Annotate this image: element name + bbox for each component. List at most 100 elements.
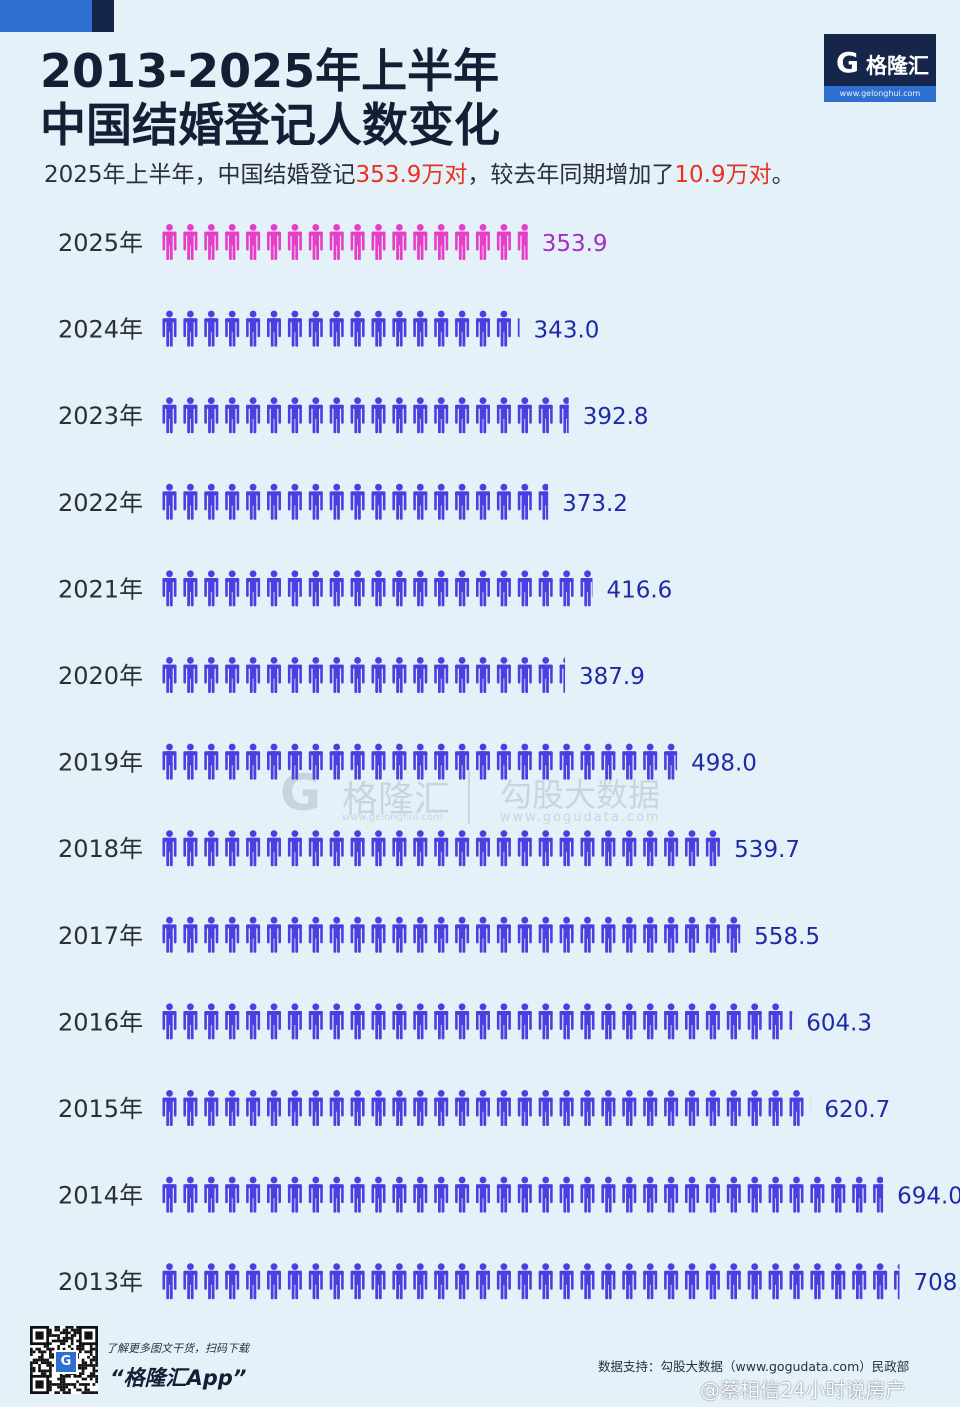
value-label: 343.0 xyxy=(534,318,600,344)
chart-row: 2017年 558.5 xyxy=(58,916,820,953)
person-icon xyxy=(726,1003,741,1040)
person-icon xyxy=(183,1263,198,1300)
person-icon xyxy=(162,1176,177,1213)
person-icon xyxy=(768,1263,783,1300)
pictograph-bar xyxy=(162,1003,793,1040)
person-icon xyxy=(643,830,658,867)
person-icon xyxy=(685,1176,699,1213)
person-icon xyxy=(392,830,407,867)
person-icon xyxy=(308,1090,323,1126)
person-icon xyxy=(476,570,490,607)
person-icon xyxy=(664,1003,679,1040)
person-icon xyxy=(204,570,219,607)
person-icon xyxy=(246,657,261,693)
person-icon xyxy=(246,743,261,780)
logo-name: 格隆汇 xyxy=(866,54,929,78)
chart-row: 2018年 539.7 xyxy=(58,830,800,867)
person-icon xyxy=(371,483,386,520)
pictograph-bar xyxy=(162,1263,900,1300)
promo-text: 了解更多图文干货，扫码下载 xyxy=(106,1342,249,1355)
person-icon xyxy=(287,224,302,260)
qr-code[interactable]: G xyxy=(30,1326,98,1394)
person-icon xyxy=(287,1176,302,1213)
person-icon xyxy=(371,830,386,867)
person-icon xyxy=(204,1090,219,1126)
person-icon xyxy=(685,1263,699,1300)
person-icon xyxy=(517,1090,532,1126)
person-icon xyxy=(705,1263,720,1300)
value-label: 392.8 xyxy=(583,404,649,430)
chart-row: 2014年 694.0 xyxy=(58,1176,960,1213)
person-icon xyxy=(371,916,386,953)
person-icon xyxy=(225,1090,240,1126)
person-icon xyxy=(434,483,449,520)
category-label: 2022年 xyxy=(58,489,143,517)
person-icon xyxy=(705,1090,720,1126)
person-icon xyxy=(496,224,511,260)
person-icon xyxy=(392,483,407,520)
person-icon xyxy=(622,1090,637,1126)
person-icon xyxy=(476,310,490,347)
person-icon xyxy=(726,1090,741,1126)
pictograph-bar xyxy=(162,743,678,780)
person-icon xyxy=(246,310,261,347)
person-icon xyxy=(392,310,407,347)
pictograph-bar xyxy=(162,657,566,693)
person-icon xyxy=(204,916,219,953)
person-icon xyxy=(308,743,323,780)
person-icon xyxy=(455,830,470,867)
person-icon xyxy=(496,310,511,347)
person-icon xyxy=(538,1090,553,1126)
value-label: 708.0 xyxy=(914,1270,960,1296)
chart-row: 2015年 620.7 xyxy=(58,1090,890,1126)
person-icon xyxy=(517,1176,532,1213)
person-icon xyxy=(413,224,428,260)
person-icon xyxy=(308,483,323,520)
person-icon xyxy=(413,743,428,780)
person-icon-partial xyxy=(726,916,741,953)
person-icon xyxy=(267,397,281,434)
person-icon xyxy=(329,916,344,953)
person-icon xyxy=(559,1263,574,1300)
subtitle-part-1: 2025年上半年，中国结婚登记 xyxy=(44,162,356,188)
person-icon xyxy=(329,743,344,780)
value-label: 353.9 xyxy=(542,231,608,257)
person-icon xyxy=(476,743,490,780)
person-icon xyxy=(287,916,302,953)
pictograph-chart: 2025年 353.9 2024年 343.0 2023年 392.8 2022年 373.2… xyxy=(58,224,960,1300)
person-icon xyxy=(183,397,198,434)
person-icon xyxy=(267,310,281,347)
person-icon xyxy=(643,1003,658,1040)
subtitle-part-2: ，较去年同期增加了 xyxy=(467,162,675,188)
person-icon xyxy=(496,743,511,780)
person-icon xyxy=(225,657,240,693)
person-icon xyxy=(434,310,449,347)
person-icon xyxy=(476,224,490,260)
person-icon xyxy=(517,483,532,520)
person-icon xyxy=(768,1176,783,1213)
subtitle-value-1: 353.9万对 xyxy=(355,162,468,188)
person-icon xyxy=(350,1003,365,1040)
person-icon xyxy=(559,570,574,607)
person-icon xyxy=(455,1263,470,1300)
person-icon xyxy=(852,1176,867,1213)
app-name: “格隆汇App” xyxy=(110,1366,247,1390)
category-label: 2020年 xyxy=(58,662,143,690)
person-icon xyxy=(455,397,470,434)
person-icon xyxy=(496,397,511,434)
person-icon xyxy=(580,1090,595,1126)
person-icon xyxy=(246,1090,261,1126)
title-line-1: 2013-2025年上半年 xyxy=(40,44,500,98)
person-icon xyxy=(559,743,574,780)
person-icon xyxy=(308,1003,323,1040)
person-icon xyxy=(308,657,323,693)
person-icon xyxy=(601,1090,616,1126)
person-icon xyxy=(496,916,511,953)
person-icon xyxy=(434,743,449,780)
person-icon xyxy=(726,1263,741,1300)
person-icon xyxy=(705,1003,720,1040)
person-icon xyxy=(455,310,470,347)
person-icon xyxy=(789,1090,804,1126)
person-icon xyxy=(622,743,637,780)
person-icon-partial xyxy=(559,397,569,434)
